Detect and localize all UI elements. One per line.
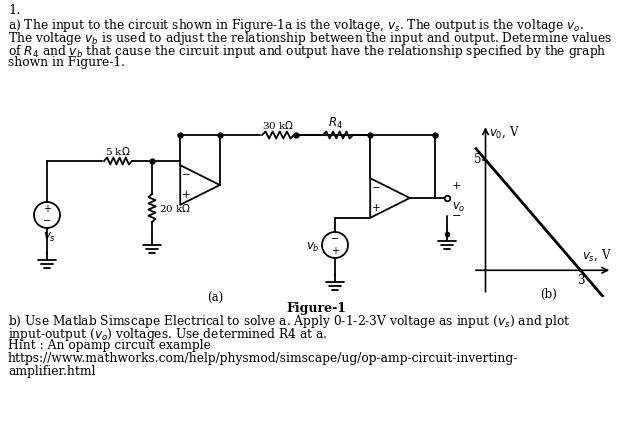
Text: a) The input to the circuit shown in Figure-1a is the voltage, $v_s$. The output: a) The input to the circuit shown in Fig… — [8, 17, 584, 34]
Text: 5: 5 — [474, 153, 482, 166]
Text: shown in Figure-1.: shown in Figure-1. — [8, 56, 125, 69]
Text: 3: 3 — [577, 274, 584, 287]
Text: $v_s$, V: $v_s$, V — [582, 247, 612, 263]
Text: −: − — [452, 211, 461, 221]
Text: −: − — [43, 216, 51, 226]
Text: −: − — [331, 234, 339, 244]
Text: https://www.mathworks.com/help/physmod/simscape/ug/op-amp-circuit-inverting-: https://www.mathworks.com/help/physmod/s… — [8, 352, 518, 365]
Text: 5 k$\Omega$: 5 k$\Omega$ — [105, 145, 131, 157]
Text: The voltage $v_b$ is used to adjust the relationship between the input and outpu: The voltage $v_b$ is used to adjust the … — [8, 30, 612, 47]
Text: +: + — [182, 190, 191, 200]
Text: Hint : An opamp circuit example: Hint : An opamp circuit example — [8, 339, 211, 352]
Text: (a): (a) — [207, 292, 223, 305]
Text: $v_s$: $v_s$ — [44, 231, 56, 244]
Text: +: + — [43, 204, 51, 214]
Text: 30 k$\Omega$: 30 k$\Omega$ — [262, 119, 294, 131]
Text: amplifier.html: amplifier.html — [8, 365, 96, 378]
Text: of $R_4$ and $v_b$ that cause the circuit input and output have the relationship: of $R_4$ and $v_b$ that cause the circui… — [8, 43, 606, 60]
Text: −: − — [372, 183, 380, 193]
Text: (b): (b) — [541, 288, 557, 301]
Text: b) Use Matlab Simscape Electrical to solve a. Apply 0-1-2-3V voltage as input ($: b) Use Matlab Simscape Electrical to sol… — [8, 313, 571, 330]
Text: input-output ($v_o$) voltages. Use determined R4 at a.: input-output ($v_o$) voltages. Use deter… — [8, 326, 328, 343]
Text: 20 k$\Omega$: 20 k$\Omega$ — [159, 202, 191, 214]
Text: +: + — [372, 203, 380, 213]
Text: $v_b$: $v_b$ — [306, 240, 320, 253]
Text: 1.: 1. — [8, 4, 21, 17]
Text: −: − — [182, 170, 191, 180]
Text: Figure-1: Figure-1 — [286, 302, 346, 315]
Text: $v_o$: $v_o$ — [452, 201, 466, 214]
Text: $R_4$: $R_4$ — [327, 116, 342, 131]
Text: +: + — [331, 246, 339, 256]
Text: $v_0$, V: $v_0$, V — [489, 125, 520, 140]
Text: +: + — [452, 181, 461, 191]
